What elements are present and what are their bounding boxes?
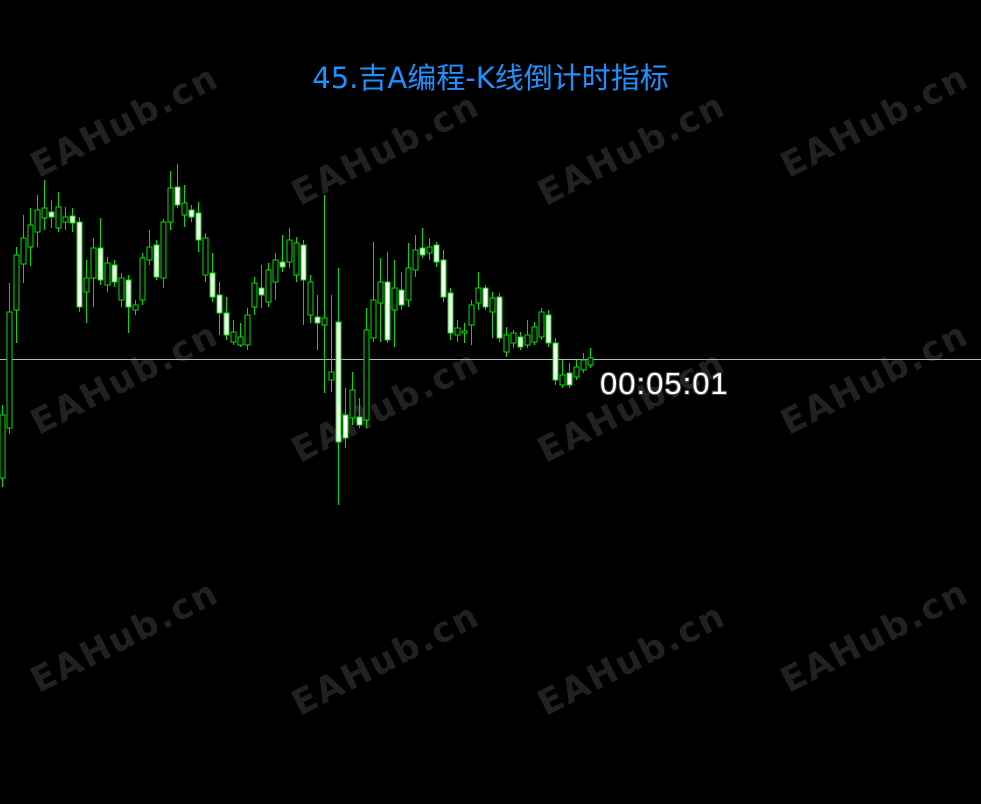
candle-body xyxy=(384,281,391,341)
candle-body xyxy=(454,327,461,336)
candle-body xyxy=(0,414,6,479)
candle-body xyxy=(237,336,244,346)
candle-body xyxy=(55,206,62,229)
candle-body xyxy=(41,207,48,219)
candle-body xyxy=(209,272,216,298)
candle-body xyxy=(146,246,153,261)
candle-body xyxy=(370,299,377,339)
candle-body xyxy=(566,372,573,386)
candle-body xyxy=(335,321,342,443)
candle-body xyxy=(475,287,482,304)
candle-body xyxy=(111,264,118,283)
candle-body xyxy=(97,247,104,281)
candle-body xyxy=(13,254,20,311)
candle-body xyxy=(167,187,174,223)
candle-body xyxy=(377,281,384,304)
candle-body xyxy=(188,209,195,218)
candle-body xyxy=(510,332,517,344)
candle-body xyxy=(265,269,272,303)
candle-body xyxy=(321,317,328,326)
candle-body xyxy=(90,247,97,279)
candle-body xyxy=(132,304,139,311)
candle-body xyxy=(538,311,545,338)
candle-body xyxy=(83,277,90,293)
candle-body xyxy=(230,331,237,343)
candle-body xyxy=(27,224,34,248)
candle-body xyxy=(125,279,132,308)
candle-body xyxy=(139,257,146,301)
candle-body xyxy=(489,297,496,313)
candle-body xyxy=(195,212,202,241)
candle-body xyxy=(426,246,433,254)
candle-body xyxy=(398,289,405,306)
candle-body xyxy=(433,244,440,263)
candle-body xyxy=(356,416,363,426)
candle-body xyxy=(524,334,531,346)
candle-body xyxy=(20,237,27,265)
candle-body xyxy=(545,314,552,344)
candle-body xyxy=(216,294,223,314)
candle-body xyxy=(559,374,566,386)
candle-body xyxy=(279,261,286,268)
candle-body xyxy=(391,287,398,311)
candle-body xyxy=(153,244,160,278)
candle-body xyxy=(223,312,230,336)
candle-body xyxy=(314,316,321,324)
candle-body xyxy=(62,216,69,223)
candle-body xyxy=(69,215,76,224)
candle-body xyxy=(293,242,300,276)
candle-body xyxy=(531,326,538,343)
candle-body xyxy=(181,202,188,216)
candle-body xyxy=(258,287,265,296)
candle-body xyxy=(6,311,13,429)
candle-body xyxy=(573,366,580,378)
candle-body xyxy=(363,329,370,421)
candle-body xyxy=(552,342,559,381)
candle-body xyxy=(587,357,594,366)
candle-body xyxy=(447,292,454,334)
candle-body xyxy=(76,221,83,308)
candle-body xyxy=(160,221,167,279)
candle-body xyxy=(496,296,503,339)
candle-body xyxy=(412,249,419,271)
candle-body xyxy=(482,287,489,308)
candle-body xyxy=(517,336,524,348)
candle-countdown-timer: 00:05:01 xyxy=(600,366,729,401)
indicator-title: 45.吉A编程-K线倒计时指标 xyxy=(312,61,669,95)
candle-body xyxy=(244,314,251,346)
candle-body xyxy=(48,211,55,218)
candle-body xyxy=(104,262,111,286)
candle-body xyxy=(307,281,314,316)
candle-body xyxy=(34,209,41,233)
candle-body xyxy=(405,267,412,301)
candle-body xyxy=(419,247,426,256)
candle-body xyxy=(300,244,307,281)
candle-body xyxy=(349,389,356,419)
candle-body xyxy=(251,282,258,308)
candle-body xyxy=(342,414,349,439)
candle-body xyxy=(580,359,587,371)
candle-body xyxy=(272,259,279,283)
candle-body xyxy=(202,237,209,276)
candle-body xyxy=(174,186,181,206)
candle-body xyxy=(286,239,293,263)
candle-body xyxy=(328,371,335,381)
candle-body xyxy=(440,259,447,298)
candle-body xyxy=(118,277,125,301)
candle-body xyxy=(468,304,475,326)
candle-body xyxy=(503,334,510,353)
candle-body xyxy=(461,330,468,334)
